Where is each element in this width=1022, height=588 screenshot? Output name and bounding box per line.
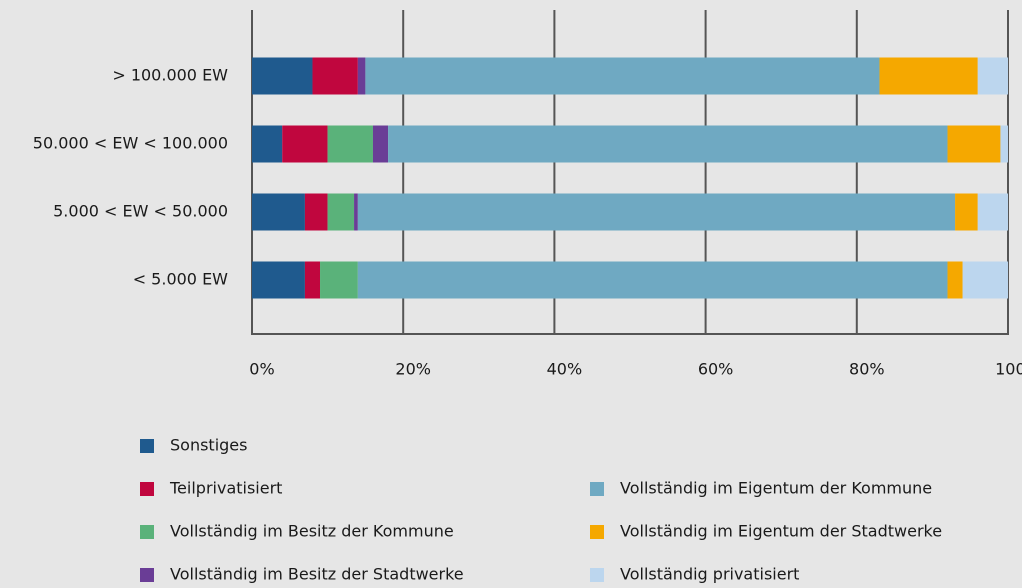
- bar-segment: [955, 193, 978, 231]
- legend-swatch: [140, 568, 154, 582]
- bar-segment: [357, 57, 366, 95]
- x-tick-label: 80%: [849, 360, 885, 379]
- bar-segment: [947, 125, 1001, 163]
- legend-label: Vollständig privatisiert: [620, 565, 799, 584]
- y-tick-label: 50.000 < EW < 100.000: [33, 134, 228, 153]
- legend-swatch: [140, 439, 154, 453]
- bar-segment: [252, 193, 305, 231]
- x-tick-label: 60%: [698, 360, 734, 379]
- legend-swatch: [590, 525, 604, 539]
- legend-label: Vollständig im Eigentum der Stadtwerke: [620, 522, 942, 541]
- legend-label: Vollständig im Eigentum der Kommune: [620, 479, 932, 498]
- bar-segment: [372, 125, 389, 163]
- bar-segment: [1000, 125, 1008, 163]
- legend-label: Teilprivatisiert: [169, 479, 282, 498]
- bar-segment: [962, 261, 1008, 299]
- bar-segment: [947, 261, 963, 299]
- bar-segment: [327, 193, 355, 231]
- bar-segment: [252, 125, 283, 163]
- legend-swatch: [140, 482, 154, 496]
- legend-label: Vollständig im Besitz der Stadtwerke: [170, 565, 464, 584]
- legend-swatch: [590, 568, 604, 582]
- bar-segment: [365, 57, 880, 95]
- bar-segment: [357, 193, 956, 231]
- legend-label: Sonstiges: [170, 436, 247, 455]
- bar-segment: [312, 57, 358, 95]
- x-tick-label: 40%: [547, 360, 583, 379]
- bar-segment: [879, 57, 978, 95]
- bar-segment: [388, 125, 948, 163]
- bar-segment: [252, 57, 313, 95]
- bar-segment: [304, 193, 328, 231]
- bar-segment: [357, 261, 948, 299]
- legend-label: Vollständig im Besitz der Kommune: [170, 522, 454, 541]
- x-tick-label: 0%: [249, 360, 274, 379]
- legend-swatch: [140, 525, 154, 539]
- x-tick-label: 20%: [395, 360, 431, 379]
- bar-segment: [327, 125, 373, 163]
- bar-segment: [282, 125, 328, 163]
- y-tick-label: > 100.000 EW: [112, 66, 228, 85]
- bar-segment: [252, 261, 305, 299]
- bar-segment: [354, 193, 358, 231]
- legend-swatch: [590, 482, 604, 496]
- x-tick-label: 100%: [995, 360, 1022, 379]
- bar-segment: [304, 261, 321, 299]
- bar-segment: [320, 261, 358, 299]
- bar-segment: [977, 57, 1008, 95]
- y-tick-label: 5.000 < EW < 50.000: [53, 202, 228, 221]
- bar-segment: [977, 193, 1008, 231]
- y-tick-label: < 5.000 EW: [133, 270, 228, 289]
